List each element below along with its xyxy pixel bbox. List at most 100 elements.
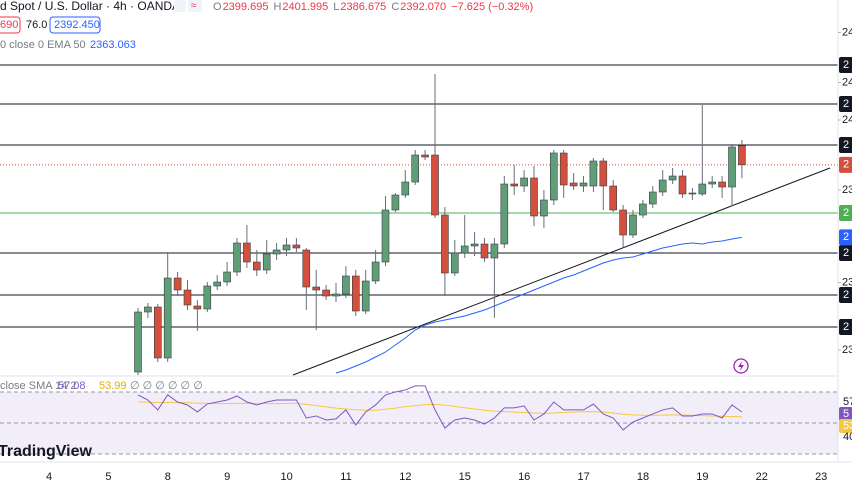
price-tag <box>839 156 852 173</box>
icon[interactable] <box>188 0 202 12</box>
ema-tag <box>839 229 852 246</box>
candle-body <box>728 146 736 188</box>
sma-value: 53.99 <box>99 380 127 392</box>
candle-body <box>371 261 380 282</box>
level-tag <box>839 96 852 112</box>
candle-body <box>233 242 241 273</box>
candle-body <box>540 199 548 217</box>
candle-body <box>163 277 172 359</box>
x-tick-label: 4 <box>46 471 52 483</box>
candle-body <box>253 261 261 271</box>
candle-body <box>678 175 687 195</box>
candle-body <box>203 285 212 310</box>
rsi-band <box>0 391 838 454</box>
bid: 690 <box>0 19 18 31</box>
symbol: d Spot / U.S. Dollar · 4h · OANDA <box>0 0 180 13</box>
y-tick-label: 23 <box>842 344 852 356</box>
candle-body <box>658 179 667 193</box>
level-tag-label: 2 <box>843 59 849 71</box>
x-tick-label: 18 <box>637 471 649 483</box>
level-tag <box>839 319 852 335</box>
candle-body <box>718 181 726 188</box>
ohlc-label: L <box>333 1 339 13</box>
sma-line <box>137 401 742 418</box>
candle-body <box>599 160 608 187</box>
x-tick-label: 10 <box>280 471 292 483</box>
candle-body <box>708 181 717 185</box>
candle-body <box>639 203 647 216</box>
candle-body <box>223 271 231 283</box>
brand: TradingView <box>0 443 93 460</box>
rsi-pane <box>0 385 838 455</box>
change: −7.625 (−0.32%) <box>451 1 533 13</box>
candle-body <box>332 293 340 297</box>
candle-body <box>272 249 281 255</box>
candle-body <box>302 249 311 288</box>
level-tag-label: 2 <box>843 321 849 333</box>
candle-body <box>134 311 142 373</box>
candle-body <box>262 253 271 271</box>
candle-body <box>698 183 707 195</box>
candle-body <box>559 152 568 186</box>
candle-body <box>500 183 509 245</box>
candle-body <box>450 252 459 274</box>
rsi-tag <box>839 419 852 433</box>
candle-body <box>480 243 489 259</box>
candle-body <box>579 182 588 187</box>
ohlc-value: 2399.695 <box>223 1 269 13</box>
candle-body <box>401 181 410 196</box>
candle-body <box>173 277 182 291</box>
icon[interactable] <box>174 0 186 12</box>
y-tick-label: 24 <box>842 114 852 126</box>
candle-body <box>381 209 390 263</box>
candle-body <box>411 154 420 183</box>
candle-body <box>510 183 519 187</box>
spread: 76.0 <box>26 19 47 31</box>
rsi-icons: ∅ ∅ ∅ ∅ ∅ ∅ <box>130 380 203 392</box>
ohlc: O 2399.695 H 2401.995 L 2386.675 C 2392.070 −7.6… <box>213 1 533 13</box>
candle-body <box>391 194 400 211</box>
candle-body <box>520 177 528 187</box>
x-tick-label: 19 <box>696 471 708 483</box>
trend-line <box>292 167 831 376</box>
bid-box[interactable] <box>0 16 21 34</box>
candle-body <box>460 245 469 254</box>
candle-body <box>668 175 677 181</box>
candle-body <box>431 154 439 216</box>
level-tag <box>839 57 852 73</box>
level-tag-label: 2 <box>843 98 849 110</box>
level-tag <box>839 137 852 153</box>
rsi-axis-label: 57 <box>843 396 852 408</box>
ask-box[interactable] <box>49 16 101 34</box>
y-tick-label: 23 <box>842 184 852 196</box>
alert-bolt <box>738 361 744 371</box>
ohlc-value: 2392.070 <box>400 1 446 13</box>
ema-line <box>335 236 742 374</box>
axes: 2424242323232222222225755340458910111215… <box>46 26 852 483</box>
rsi-value: 57.08 <box>58 380 86 392</box>
price-tag-label: 2 <box>843 159 849 171</box>
candle-body <box>589 160 598 187</box>
y-tick-label: 24 <box>842 76 852 88</box>
level-tag-label: 2 <box>843 207 849 219</box>
x-tick-label: 9 <box>224 471 230 483</box>
x-tick-label: 16 <box>518 471 530 483</box>
candle-body <box>243 242 251 263</box>
x-tick-label: 22 <box>756 471 768 483</box>
level-tag-label: 2 <box>843 139 849 151</box>
y-tick-label: 23 <box>842 276 852 288</box>
x-tick-label: 15 <box>459 471 471 483</box>
rsi-tag <box>839 407 852 421</box>
y-tick-label: 24 <box>842 26 852 38</box>
x-tick-label: 23 <box>815 471 827 483</box>
candle-body <box>609 185 618 211</box>
x-tick-label: 12 <box>399 471 411 483</box>
candles <box>134 74 746 375</box>
candle-body <box>490 243 499 259</box>
level-tag <box>839 245 852 261</box>
candle-body <box>213 281 221 287</box>
alert-icon[interactable] <box>733 358 749 374</box>
levels <box>0 64 838 328</box>
